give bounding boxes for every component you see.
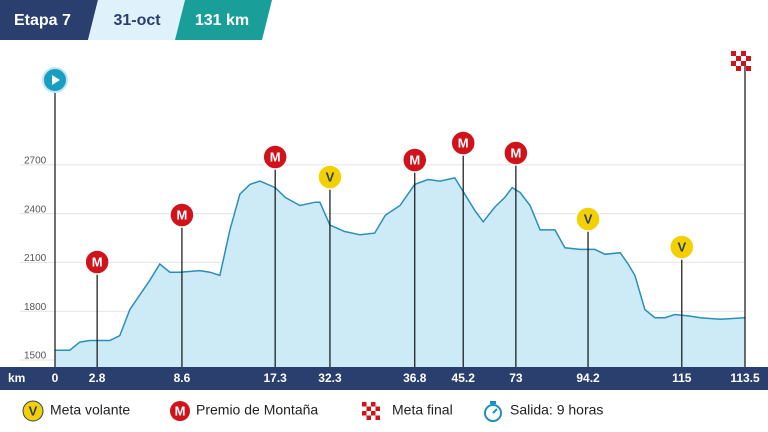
stage-date: 31-oct (113, 12, 161, 29)
climb-icon (262, 144, 288, 170)
y-tick-label: 2700 (24, 155, 47, 166)
elevation-line (55, 177, 746, 351)
x-tick-label: 45.2 (452, 371, 476, 385)
marker-letter: M (510, 145, 521, 160)
flag-cell (736, 66, 741, 71)
x-axis-bar (0, 367, 768, 390)
plot: 1500 1800 2100 2400 2700 M M M V M M M V V (20, 51, 751, 367)
legend-label: Premio de Montaña (196, 402, 318, 418)
x-axis: 0 2.8 8.6 17.3 32.3 36.8 45.2 73 94.2 115 113.5 (52, 371, 760, 385)
x-tick-label: 73 (509, 371, 523, 385)
sprint-icon (669, 234, 695, 260)
flag-cell (746, 56, 751, 61)
legend-finish-icon (362, 402, 380, 420)
finish-icon (731, 51, 751, 71)
marker-letter: M (458, 135, 469, 150)
y-tick-label: 1800 (24, 302, 47, 313)
x-tick-label: 8.6 (174, 371, 191, 385)
legend-label: Meta final (392, 402, 453, 418)
flag-cell (731, 61, 736, 66)
legend-sprint-icon (22, 400, 44, 422)
y-tick-label: 2400 (24, 204, 47, 215)
sprint-icon (575, 206, 601, 232)
start-play (52, 75, 60, 85)
climb-icon (169, 202, 195, 228)
stage-tab (0, 0, 98, 40)
x-tick-label: 94.2 (576, 371, 600, 385)
legend-label: Meta volante (50, 402, 130, 418)
legend-start-icon (484, 401, 502, 422)
x-tick-label: 36.8 (403, 371, 427, 385)
climb-icon (401, 147, 428, 173)
legend-sprint-letter: V (29, 403, 38, 418)
date-tab (88, 0, 185, 40)
marker-letter: V (584, 211, 593, 226)
x-tick-label: 0 (52, 371, 59, 385)
marker-letter: M (270, 149, 281, 164)
y-tick-label: 1500 (24, 351, 47, 362)
marker-letter: M (92, 254, 103, 269)
marker-letter: M (409, 152, 420, 167)
x-tick-label: 115 (672, 371, 692, 385)
climb-icon (503, 140, 529, 166)
flag-cell (741, 51, 746, 56)
distance-tab (175, 0, 272, 40)
stage-title: Etapa 7 (14, 12, 71, 29)
marker-letter: M (177, 207, 188, 222)
flag-cell (741, 61, 746, 66)
stage-distance: 131 km (195, 12, 249, 29)
legend: V Meta volante M Premio de Montaña Meta … (22, 400, 603, 422)
x-tick-label: 32.3 (318, 371, 342, 385)
flag-cell (746, 66, 751, 71)
climb-icon (450, 130, 476, 156)
flag-cell (731, 51, 736, 56)
marker-letter: V (326, 169, 335, 184)
x-tick-label: 113.5 (730, 371, 760, 385)
legend-label: Salida: 9 horas (510, 402, 603, 418)
legend-climb-icon (170, 401, 190, 421)
x-tick-label: 2.8 (89, 371, 106, 385)
marker-letter: V (677, 239, 686, 254)
y-tick-label: 2100 (24, 253, 47, 264)
sprint-icon (317, 164, 343, 190)
x-axis-unit: km (8, 371, 25, 385)
legend-climb-letter: M (175, 403, 186, 418)
elevation-area (55, 177, 745, 367)
x-tick-label: 17.3 (263, 371, 287, 385)
climb-icon (84, 249, 110, 275)
flag-cell (736, 56, 741, 61)
